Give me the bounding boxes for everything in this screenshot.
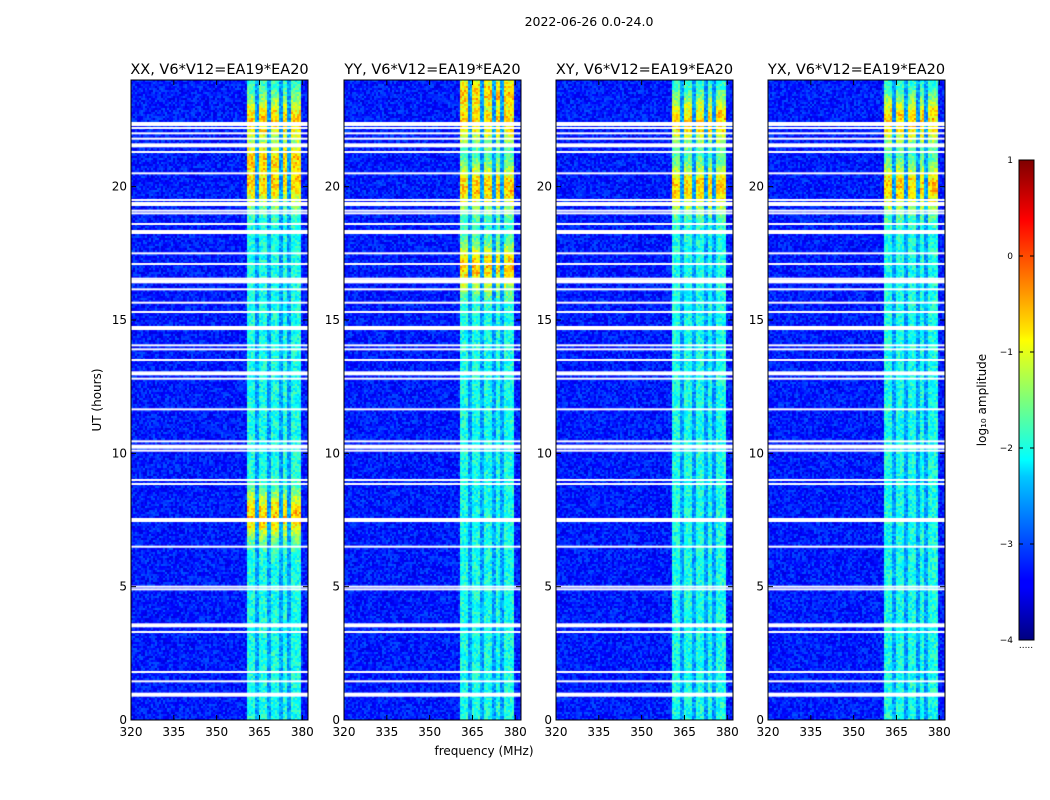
panel-title-3: YX, V6*V12=EA19*EA20 [767,62,945,78]
panel-2: XY, V6*V12=EA19*EA20 320 335 350 365 380 0 5 10 1… [537,62,739,739]
x-tick-label: 350 [630,725,653,739]
colorbar-tick-label: 1 [1007,156,1013,166]
colorbar-gradient [1018,159,1035,641]
panel-title-2: XY, V6*V12=EA19*EA20 [556,62,733,78]
x-tick-label: 365 [248,725,271,739]
colorbar-tick-label: 0 [1007,252,1013,262]
heatmap-0 [131,80,308,720]
x-tick-label: 335 [799,725,822,739]
x-tick-label: 365 [885,725,908,739]
colorbar: 1 0 −1 −2 −3 −4 log₁₀ amplitude ..... [975,156,1035,651]
y-tick-label: 20 [112,180,127,194]
y-tick-label: 5 [544,580,552,594]
colorbar-tick-label: −1 [1000,348,1013,358]
y-tick-label: 0 [756,713,764,727]
y-tick-label: 0 [544,713,552,727]
colorbar-label: log₁₀ amplitude [975,354,989,446]
y-tick-label: 10 [112,446,127,460]
heatmap-3 [768,80,945,720]
y-tick-label: 0 [119,713,127,727]
x-tick-label: 380 [291,725,314,739]
axes-frame-2 [555,79,734,721]
panel-title-1: YY, V6*V12=EA19*EA20 [343,62,520,78]
x-tick-label: 380 [928,725,951,739]
y-tick-label: 5 [756,580,764,594]
y-tick-label: 15 [325,313,340,327]
x-tick-label: 365 [461,725,484,739]
x-tick-label: 380 [504,725,527,739]
y-tick-label: 5 [119,580,127,594]
x-tick-label: 350 [205,725,228,739]
figure-suptitle: 2022-06-26 0.0-24.0 [525,14,654,29]
y-tick-label: 10 [325,446,340,460]
x-tick-label: 335 [375,725,398,739]
y-tick-label: 20 [537,180,552,194]
y-tick-label: 0 [332,713,340,727]
x-tick-label: 320 [545,725,568,739]
panel-1: YY, V6*V12=EA19*EA20 320 335 350 365 380 0 5 10 1… [325,62,527,739]
y-tick-label: 15 [749,313,764,327]
x-tick-label: 380 [716,725,739,739]
x-tick-label: 335 [587,725,610,739]
x-tick-label: 320 [757,725,780,739]
axes-frame-3 [767,79,946,721]
y-tick-label: 5 [332,580,340,594]
colorbar-tick-label: −4 [1000,636,1014,646]
x-tick-label: 350 [418,725,441,739]
y-tick-label: 15 [112,313,127,327]
colorbar-tick-label: −2 [1000,444,1013,454]
y-tick-label: 10 [537,446,552,460]
axes-frame-1 [343,79,522,721]
y-axis-label: UT (hours) [90,368,104,431]
heatmap-2 [556,80,733,720]
panel-title-0: XX, V6*V12=EA19*EA20 [130,62,308,78]
axes-frame-0 [130,79,309,721]
y-tick-label: 10 [749,446,764,460]
colorbar-tick-label: −3 [1000,540,1013,550]
x-tick-label: 320 [120,725,143,739]
x-tick-label: 335 [162,725,185,739]
x-axis-label: frequency (MHz) [434,744,533,758]
x-tick-label: 350 [842,725,865,739]
panel-0: XX, V6*V12=EA19*EA20 320 335 350 365 380 0 5 10 1… [112,62,314,739]
x-tick-label: 320 [333,725,356,739]
panel-3: YX, V6*V12=EA19*EA20 320 335 350 365 380 0 5 10 1… [749,62,951,739]
y-tick-label: 20 [325,180,340,194]
colorbar-dots: ..... [1019,641,1033,651]
y-tick-label: 20 [749,180,764,194]
x-tick-label: 365 [673,725,696,739]
y-tick-label: 15 [537,313,552,327]
heatmap-1 [344,80,521,720]
